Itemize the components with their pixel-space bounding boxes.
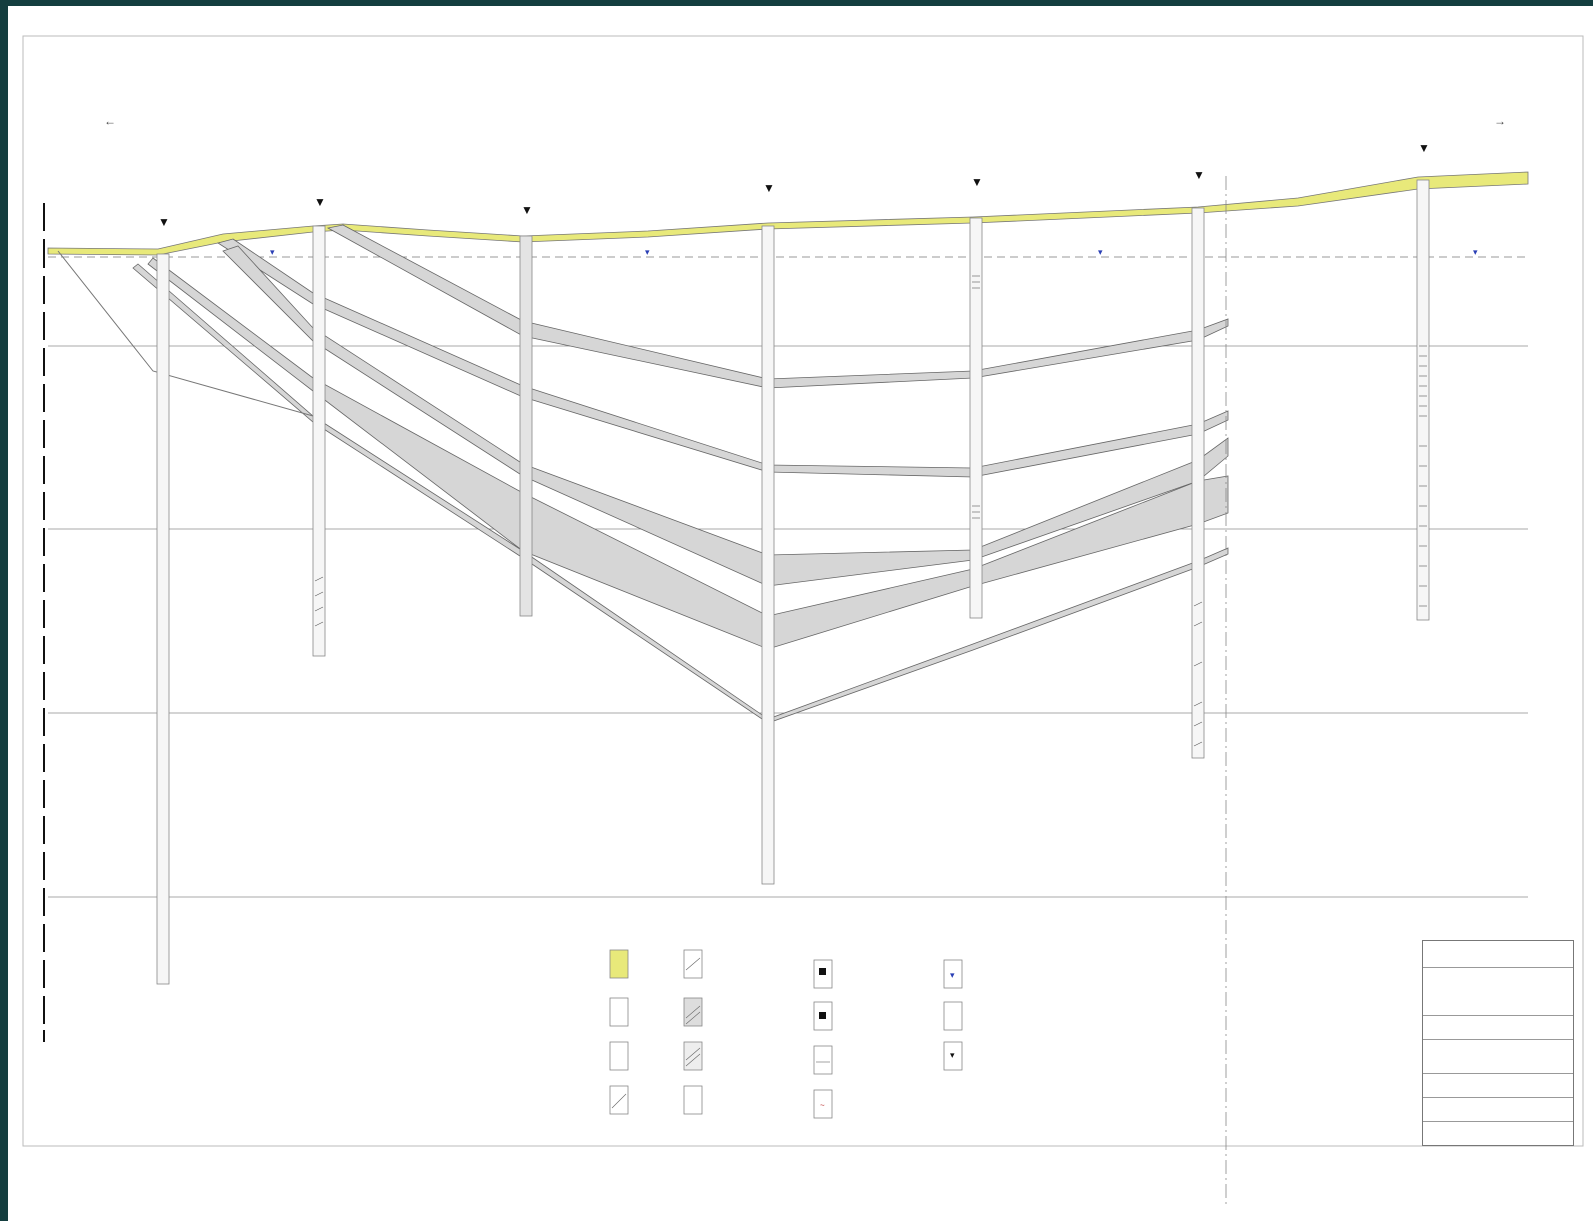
svg-text:▾: ▾ <box>645 247 650 257</box>
borehole-column <box>1191 207 1205 759</box>
arrow-right-icon: → <box>1494 114 1506 128</box>
borehole-column <box>969 217 983 619</box>
water-level-markers: ▾ ▾ ▾ ▾ <box>270 247 1478 257</box>
title-block <box>1422 940 1574 1146</box>
svg-text:▾: ▾ <box>270 247 275 257</box>
contact-line-left <box>57 250 314 417</box>
borehole-column <box>1416 179 1430 621</box>
svg-text:▾: ▾ <box>950 970 955 980</box>
svg-text:▾: ▾ <box>1098 247 1103 257</box>
legend-hatch <box>611 957 830 1109</box>
svg-text:▼: ▼ <box>763 181 775 195</box>
boreholes <box>156 179 1430 985</box>
svg-text:▾: ▾ <box>1473 247 1478 257</box>
surface-soil-layer <box>47 171 1529 256</box>
svg-text:▼: ▼ <box>521 203 533 217</box>
arrow-left-icon: ← <box>104 114 116 128</box>
clay-interlayers <box>132 224 1229 724</box>
borehole-column <box>519 235 533 617</box>
svg-text:▼: ▼ <box>971 175 983 189</box>
borehole-markers: ▼ ▼ ▼ ▼ ▼ ▼ ▼ <box>158 141 1430 229</box>
svg-text:▼: ▼ <box>158 215 170 229</box>
borehole-hatching <box>314 275 1427 747</box>
borehole-column <box>156 253 170 985</box>
borehole-column <box>312 225 326 657</box>
legend-swatches <box>609 949 963 1119</box>
sheet-border <box>22 35 1584 1147</box>
legend-symbols: ▾ ▾ ~ <box>819 968 955 1110</box>
svg-text:▾: ▾ <box>950 1050 955 1060</box>
geologic-cross-section: ▾ ▾ ▾ ▾ <box>22 35 1584 1206</box>
drawing-sheet: ▾ ▾ ▾ ▾ <box>8 6 1593 1221</box>
borehole-column <box>761 225 775 885</box>
svg-text:▼: ▼ <box>314 195 326 209</box>
svg-text:~: ~ <box>820 1101 825 1110</box>
svg-text:▼: ▼ <box>1193 168 1205 182</box>
svg-text:▼: ▼ <box>1418 141 1430 155</box>
